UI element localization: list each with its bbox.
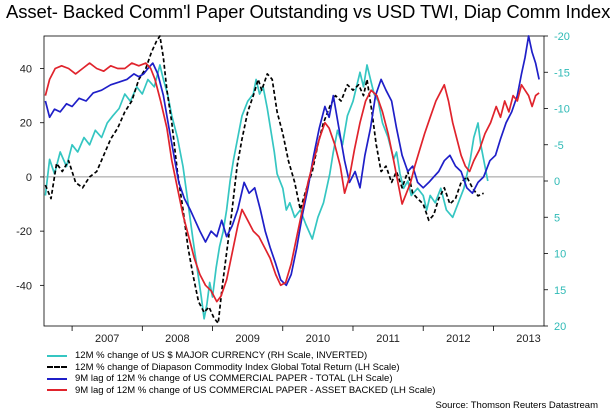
legend-item-diapason: 12M % change of Diapason Commodity Index… bbox=[47, 362, 435, 374]
y-right-tick-label: -10 bbox=[554, 104, 570, 116]
x-tick-label: 2012 bbox=[446, 333, 470, 345]
legend-swatch-usd-twi bbox=[47, 354, 67, 357]
y-right-tick-label: -15 bbox=[554, 67, 570, 79]
y-right-tick-label: 10 bbox=[554, 249, 566, 261]
legend-label-cp-asset-backed: 9M lag of 12M % change of US COMMERCIAL … bbox=[75, 384, 436, 396]
y-left-tick-label: -40 bbox=[16, 280, 32, 292]
legend-item-usd-twi: 12M % change of US $ MAJOR CURRENCY (RH … bbox=[47, 350, 435, 362]
y-left-tick-label: -20 bbox=[16, 226, 32, 238]
legend-item-cp-total: 9M lag of 12M % change of US COMMERCIAL … bbox=[47, 373, 435, 385]
x-tick-label: 2009 bbox=[235, 333, 259, 345]
y-right-tick-label: 0 bbox=[554, 176, 560, 188]
legend-swatch-diapason bbox=[47, 366, 67, 369]
legend-label-diapason: 12M % change of Diapason Commodity Index… bbox=[75, 361, 400, 373]
series-line-2 bbox=[44, 35, 540, 287]
y-right-tick-label: 20 bbox=[554, 321, 566, 333]
x-tick-label: 2010 bbox=[306, 333, 330, 345]
y-right-tick-label: -20 bbox=[554, 31, 570, 43]
x-tick-label: 2007 bbox=[95, 333, 119, 345]
source-note: Source: Thomson Reuters Datastream bbox=[435, 400, 598, 411]
x-tick-label: 2013 bbox=[516, 333, 540, 345]
series-layer bbox=[44, 35, 540, 325]
y-left-tick-label: 40 bbox=[20, 64, 32, 76]
legend-item-cp-asset-backed: 9M lag of 12M % change of US COMMERCIAL … bbox=[47, 385, 435, 397]
legend-label-cp-total: 9M lag of 12M % change of US COMMERCIAL … bbox=[75, 373, 393, 384]
x-tick-label: 2008 bbox=[165, 333, 189, 345]
chart-title: Asset- Backed Comm'l Paper Outstanding v… bbox=[6, 1, 610, 22]
y-right-tick-label: 15 bbox=[554, 285, 566, 297]
y-left-tick-label: 0 bbox=[26, 172, 32, 184]
legend-label-usd-twi: 12M % change of US $ MAJOR CURRENCY (RH … bbox=[75, 350, 368, 361]
legend: 12M % change of US $ MAJOR CURRENCY (RH … bbox=[47, 350, 435, 396]
y-right-tick-label: -5 bbox=[554, 140, 564, 152]
y-right-tick-label: 5 bbox=[554, 212, 560, 224]
x-tick-label: 2011 bbox=[376, 333, 400, 345]
legend-swatch-cp-asset-backed bbox=[47, 389, 67, 392]
series-line-3 bbox=[44, 62, 540, 303]
series-line-1 bbox=[44, 35, 484, 325]
y-left-tick-label: 20 bbox=[20, 118, 32, 130]
tick-layer: 2007 2008 2009 2010 2011 2012 201340200-20-40-… bbox=[16, 31, 570, 345]
legend-swatch-cp-total bbox=[47, 377, 67, 380]
series-line-0 bbox=[44, 64, 489, 320]
